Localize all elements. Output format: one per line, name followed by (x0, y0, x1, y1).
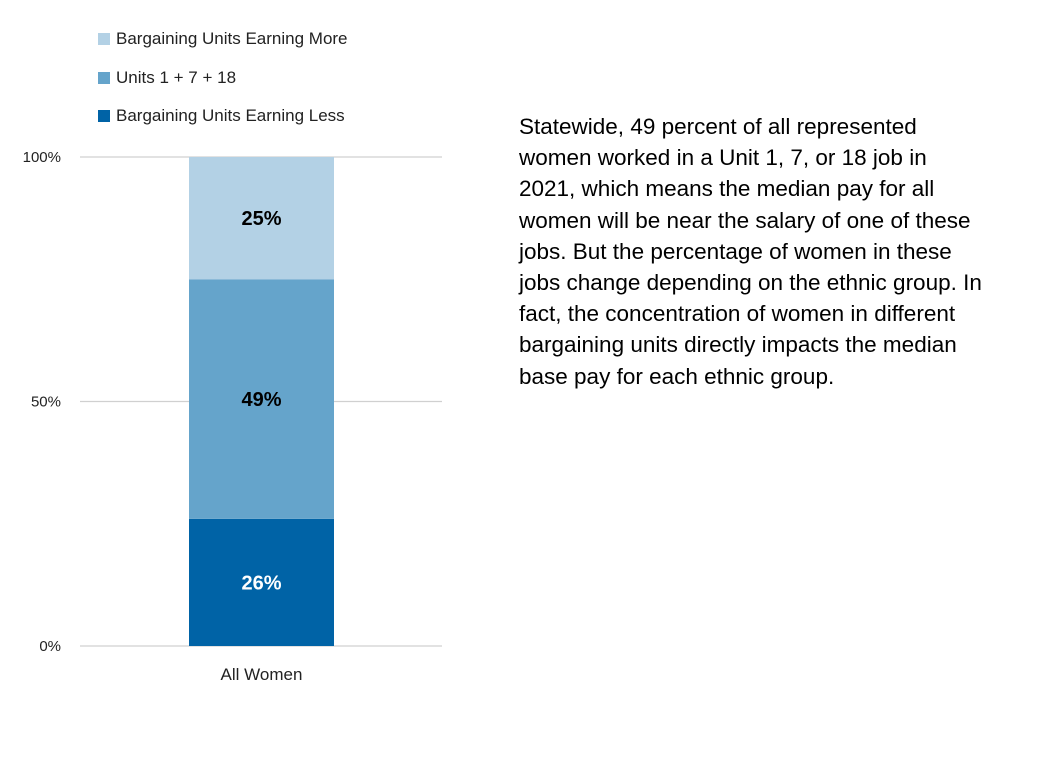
bar-segment (189, 157, 334, 280)
y-tick-label: 50% (31, 394, 61, 411)
note-line: base pay for each ethnic group. (519, 363, 835, 389)
data-label: 25% (241, 208, 281, 230)
legend-label-earning-more: Bargaining Units Earning More (116, 29, 348, 48)
legend-item-earning-more: Bargaining Units Earning More (98, 28, 348, 50)
stacked-bar-chart: 0% 50% 100% 26% 49% 25% All Women (23, 149, 442, 684)
note-line: jobs. But the percentage of women in the… (519, 238, 952, 264)
legend-label-earning-less: Bargaining Units Earning Less (116, 106, 345, 125)
data-label: 26% (241, 572, 281, 594)
note-line: women will be near the salary of one of … (519, 207, 971, 233)
chart-legend: Bargaining Units Earning More Units 1 + … (98, 28, 348, 144)
legend-label-units-1-7-18: Units 1 + 7 + 18 (116, 67, 237, 87)
y-tick-label: 0% (39, 638, 61, 655)
legend-swatch-units-1-7-18 (98, 71, 110, 84)
note-line: jobs change depending on the ethnic grou… (519, 270, 982, 296)
legend-item-units-1-7-18: Units 1 + 7 + 18 (98, 67, 348, 89)
bar-segment (189, 518, 334, 646)
note-line: women worked in a Unit 1, 7, or 18 job i… (519, 145, 927, 171)
y-tick-label: 100% (23, 149, 61, 166)
data-label: 49% (241, 389, 281, 411)
legend-swatch-earning-less (98, 110, 110, 122)
x-category-label: All Women (221, 665, 303, 684)
note-line: 2021, which means the median pay for all (519, 176, 935, 202)
legend-swatch-earning-more (98, 33, 110, 45)
bar-segment (189, 279, 334, 519)
explanatory-note: Statewide, 49 percent of all represented… (519, 111, 1019, 392)
note-line: bargaining units directly impacts the me… (519, 332, 957, 358)
note-line: Statewide, 49 percent of all represented (519, 114, 917, 139)
legend-item-earning-less: Bargaining Units Earning Less (98, 105, 348, 127)
note-line: fact, the concentration of women in diff… (519, 301, 956, 327)
